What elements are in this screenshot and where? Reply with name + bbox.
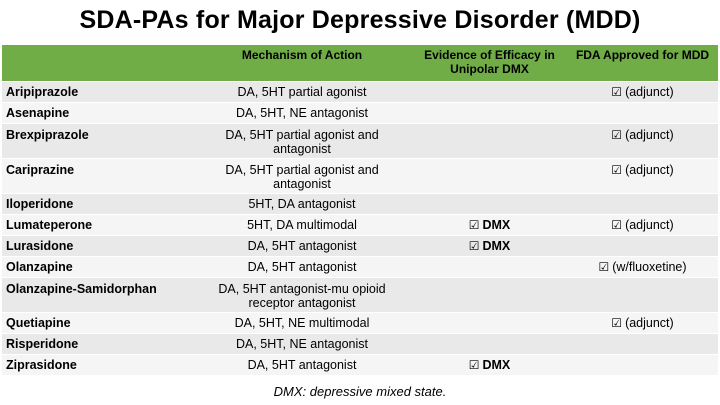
efficacy-cell	[412, 333, 567, 355]
mechanism-cell: DA, 5HT antagonist	[192, 256, 412, 278]
check-icon: ☑	[468, 217, 480, 232]
fda-cell	[567, 235, 718, 257]
efficacy-cell: ☑ DMX	[412, 235, 567, 257]
table-row: Quetiapine DA, 5HT, NE multimodal ☑ (adjunc…	[2, 312, 718, 334]
check-icon: ☑	[468, 357, 480, 372]
mechanism-cell: DA, 5HT antagonist	[192, 354, 412, 376]
fda-cell	[567, 193, 718, 215]
table-row: Olanzapine DA, 5HT antagonist ☑ (w/fluoxeti…	[2, 256, 718, 278]
table-row: Asenapine DA, 5HT, NE antagonist	[2, 102, 718, 124]
table-body: Aripiprazole DA, 5HT partial agonist ☑ (adj…	[2, 81, 718, 376]
efficacy-cell	[412, 256, 567, 278]
table-row: Ziprasidone DA, 5HT antagonist ☑ DMX	[2, 354, 718, 376]
drug-name: Olanzapine-Samidorphan	[2, 277, 192, 313]
efficacy-cell	[412, 277, 567, 313]
mechanism-cell: DA, 5HT antagonist-mu opioid receptor an…	[192, 277, 412, 313]
table-row: Brexpiprazole DA, 5HT partial agonist and…	[2, 123, 718, 159]
check-icon: ☑	[611, 84, 623, 99]
footnote: DMX: depressive mixed state.	[273, 384, 447, 399]
table-row: Lumateperone 5HT, DA multimodal ☑ DMX ☑ (adju…	[2, 214, 718, 236]
check-icon: ☑	[468, 238, 480, 253]
fda-text: (adjunct)	[625, 162, 674, 177]
mechanism-cell: DA, 5HT, NE antagonist	[192, 333, 412, 355]
table-row: Cariprazine DA, 5HT partial agonist and a…	[2, 158, 718, 194]
mechanism-cell: 5HT, DA multimodal	[192, 214, 412, 236]
mechanism-cell: DA, 5HT partial agonist and antagonist	[192, 158, 412, 194]
table-row: Aripiprazole DA, 5HT partial agonist ☑ (adj…	[2, 81, 718, 103]
header-efficacy: Evidence of Efficacy in Unipolar DMX	[412, 45, 567, 82]
efficacy-text: DMX	[482, 217, 511, 232]
efficacy-cell	[412, 158, 567, 194]
mechanism-cell: 5HT, DA antagonist	[192, 193, 412, 215]
efficacy-cell	[412, 123, 567, 159]
check-icon: ☑	[611, 315, 623, 330]
fda-cell: ☑ (adjunct)	[567, 214, 718, 236]
table-header-row: Mechanism of Action Evidence of Efficacy…	[2, 45, 718, 82]
drug-name: Olanzapine	[2, 256, 192, 278]
check-icon: ☑	[611, 217, 623, 232]
header-mechanism: Mechanism of Action	[192, 45, 412, 82]
efficacy-cell: ☑ DMX	[412, 354, 567, 376]
table-row: Iloperidone 5HT, DA antagonist	[2, 193, 718, 215]
fda-text: (adjunct)	[625, 84, 674, 99]
fda-cell: ☑ (adjunct)	[567, 81, 718, 103]
efficacy-cell	[412, 193, 567, 215]
fda-cell	[567, 102, 718, 124]
efficacy-cell	[412, 81, 567, 103]
table-row: Olanzapine-Samidorphan DA, 5HT antagonist…	[2, 277, 718, 313]
drug-name: Quetiapine	[2, 312, 192, 334]
drug-table: Mechanism of Action Evidence of Efficacy…	[2, 45, 718, 376]
fda-cell: ☑ (w/fluoxetine)	[567, 256, 718, 278]
efficacy-text: DMX	[482, 357, 511, 372]
check-icon: ☑	[611, 127, 623, 142]
drug-name: Ziprasidone	[2, 354, 192, 376]
efficacy-cell	[412, 102, 567, 124]
fda-cell: ☑ (adjunct)	[567, 158, 718, 194]
fda-cell: ☑ (adjunct)	[567, 312, 718, 334]
fda-text: (adjunct)	[625, 127, 674, 142]
mechanism-cell: DA, 5HT, NE antagonist	[192, 102, 412, 124]
table-row: Lurasidone DA, 5HT antagonist ☑ DMX	[2, 235, 718, 257]
drug-name: Cariprazine	[2, 158, 192, 194]
mechanism-cell: DA, 5HT antagonist	[192, 235, 412, 257]
table-row: Risperidone DA, 5HT, NE antagonist	[2, 333, 718, 355]
drug-name: Lumateperone	[2, 214, 192, 236]
efficacy-cell	[412, 312, 567, 334]
fda-text: (adjunct)	[625, 315, 674, 330]
fda-cell	[567, 333, 718, 355]
check-icon: ☑	[598, 259, 610, 274]
drug-name: Asenapine	[2, 102, 192, 124]
efficacy-text: DMX	[482, 238, 511, 253]
drug-name: Lurasidone	[2, 235, 192, 257]
drug-name: Iloperidone	[2, 193, 192, 215]
mechanism-cell: DA, 5HT, NE multimodal	[192, 312, 412, 334]
header-fda: FDA Approved for MDD	[567, 45, 718, 82]
fda-cell	[567, 277, 718, 313]
fda-cell: ☑ (adjunct)	[567, 123, 718, 159]
efficacy-cell: ☑ DMX	[412, 214, 567, 236]
mechanism-cell: DA, 5HT partial agonist	[192, 81, 412, 103]
page-title: SDA-PAs for Major Depressive Disorder (M…	[79, 6, 641, 34]
check-icon: ☑	[611, 162, 623, 177]
fda-text: (w/fluoxetine)	[612, 259, 687, 274]
header-drug	[2, 45, 192, 82]
fda-text: (adjunct)	[625, 217, 674, 232]
fda-cell	[567, 354, 718, 376]
drug-name: Brexpiprazole	[2, 123, 192, 159]
drug-name: Aripiprazole	[2, 81, 192, 103]
drug-name: Risperidone	[2, 333, 192, 355]
mechanism-cell: DA, 5HT partial agonist and antagonist	[192, 123, 412, 159]
